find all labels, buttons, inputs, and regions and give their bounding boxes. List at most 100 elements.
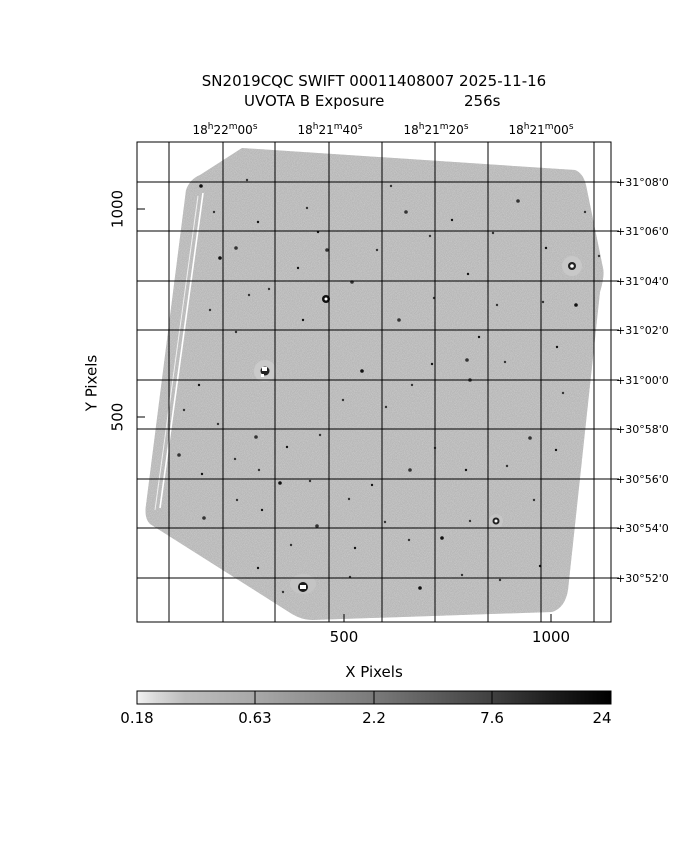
star xyxy=(216,422,220,426)
star xyxy=(285,445,289,449)
ra-tick-label: 18h21m40s xyxy=(297,122,363,137)
star xyxy=(305,206,309,210)
star xyxy=(235,498,239,502)
star xyxy=(296,266,300,270)
star xyxy=(574,303,578,307)
axis-ticks xyxy=(137,181,619,622)
star xyxy=(254,435,258,439)
star xyxy=(561,391,565,395)
bright-source xyxy=(290,574,316,594)
coordinate-grid xyxy=(137,142,611,622)
star xyxy=(360,369,364,373)
star xyxy=(218,256,222,260)
star xyxy=(256,566,260,570)
star xyxy=(281,590,285,594)
colorbar-tick-label: 0.18 xyxy=(120,709,154,727)
star xyxy=(347,497,351,501)
star xyxy=(247,293,251,297)
star xyxy=(315,524,319,528)
dec-tick-label: +30°52'0 xyxy=(616,572,669,585)
star xyxy=(428,234,432,238)
star xyxy=(267,287,271,291)
star xyxy=(532,498,536,502)
edge-streak xyxy=(154,195,199,511)
ra-tick-label: 18h21m00s xyxy=(508,122,574,137)
dec-tick-label: +31°06'0 xyxy=(616,225,669,238)
star xyxy=(177,453,181,457)
bright-source xyxy=(322,295,330,303)
star xyxy=(289,543,293,547)
star xyxy=(418,586,422,590)
star xyxy=(384,405,388,409)
dec-tick-label: +30°54'0 xyxy=(616,522,669,535)
star xyxy=(260,508,264,512)
edge-streak xyxy=(159,192,204,509)
bright-source xyxy=(562,256,582,276)
bright-source xyxy=(254,360,276,382)
dec-tick-label: +31°08'0 xyxy=(616,176,669,189)
star xyxy=(197,383,201,387)
star xyxy=(498,578,502,582)
y-tick-label: 1000 xyxy=(108,189,127,229)
star xyxy=(465,358,469,362)
star xyxy=(555,345,559,349)
star xyxy=(503,360,507,364)
star xyxy=(505,464,509,468)
dec-tick-label: +31°04'0 xyxy=(616,275,669,288)
star xyxy=(495,303,499,307)
star xyxy=(464,468,468,472)
star xyxy=(404,210,408,214)
dec-tick-label: +31°00'0 xyxy=(616,374,669,387)
star xyxy=(199,184,203,188)
star xyxy=(397,318,401,322)
star xyxy=(212,210,216,214)
plot-frame xyxy=(136,141,612,623)
image-title: SN2019CQC SWIFT 00011408007 2025-11-16 xyxy=(201,72,547,90)
star xyxy=(383,520,387,524)
star xyxy=(516,199,520,203)
star xyxy=(233,457,237,461)
star xyxy=(407,538,411,542)
star xyxy=(597,254,601,258)
star xyxy=(491,231,495,235)
star-field xyxy=(177,178,601,594)
star xyxy=(389,184,393,188)
x-tick-label: 1000 xyxy=(531,628,571,646)
star xyxy=(308,479,312,483)
exposure-noise xyxy=(145,148,604,620)
star xyxy=(182,408,186,412)
colorbar-tick-label: 2.2 xyxy=(362,709,386,727)
exposure-value: 256s xyxy=(464,92,501,110)
star xyxy=(370,483,374,487)
ra-tick-label: 18h21m20s xyxy=(403,122,469,137)
star xyxy=(256,220,260,224)
star xyxy=(468,519,472,523)
star xyxy=(410,383,414,387)
star xyxy=(202,516,206,520)
star xyxy=(583,210,587,214)
star xyxy=(301,318,305,322)
star xyxy=(341,398,345,402)
exposure-label: UVOTA B Exposure xyxy=(244,92,385,110)
star xyxy=(440,536,444,540)
star xyxy=(460,573,464,577)
star xyxy=(208,308,212,312)
dec-tick-label: +31°02'0 xyxy=(616,324,669,337)
star xyxy=(541,300,545,304)
star xyxy=(375,248,379,252)
star xyxy=(528,436,532,440)
star xyxy=(430,362,434,366)
star xyxy=(353,546,357,550)
x-tick-label: 500 xyxy=(329,628,359,646)
bright-source xyxy=(489,514,503,528)
y-axis-label: Y Pixels xyxy=(82,354,101,412)
colorbar-tick-label: 0.63 xyxy=(238,709,272,727)
star xyxy=(200,472,204,476)
star xyxy=(234,330,238,334)
star xyxy=(477,335,481,339)
dec-tick-label: +30°58'0 xyxy=(616,423,669,436)
star xyxy=(408,468,412,472)
star xyxy=(466,272,470,276)
colorbar-tick-label: 24 xyxy=(592,709,612,727)
